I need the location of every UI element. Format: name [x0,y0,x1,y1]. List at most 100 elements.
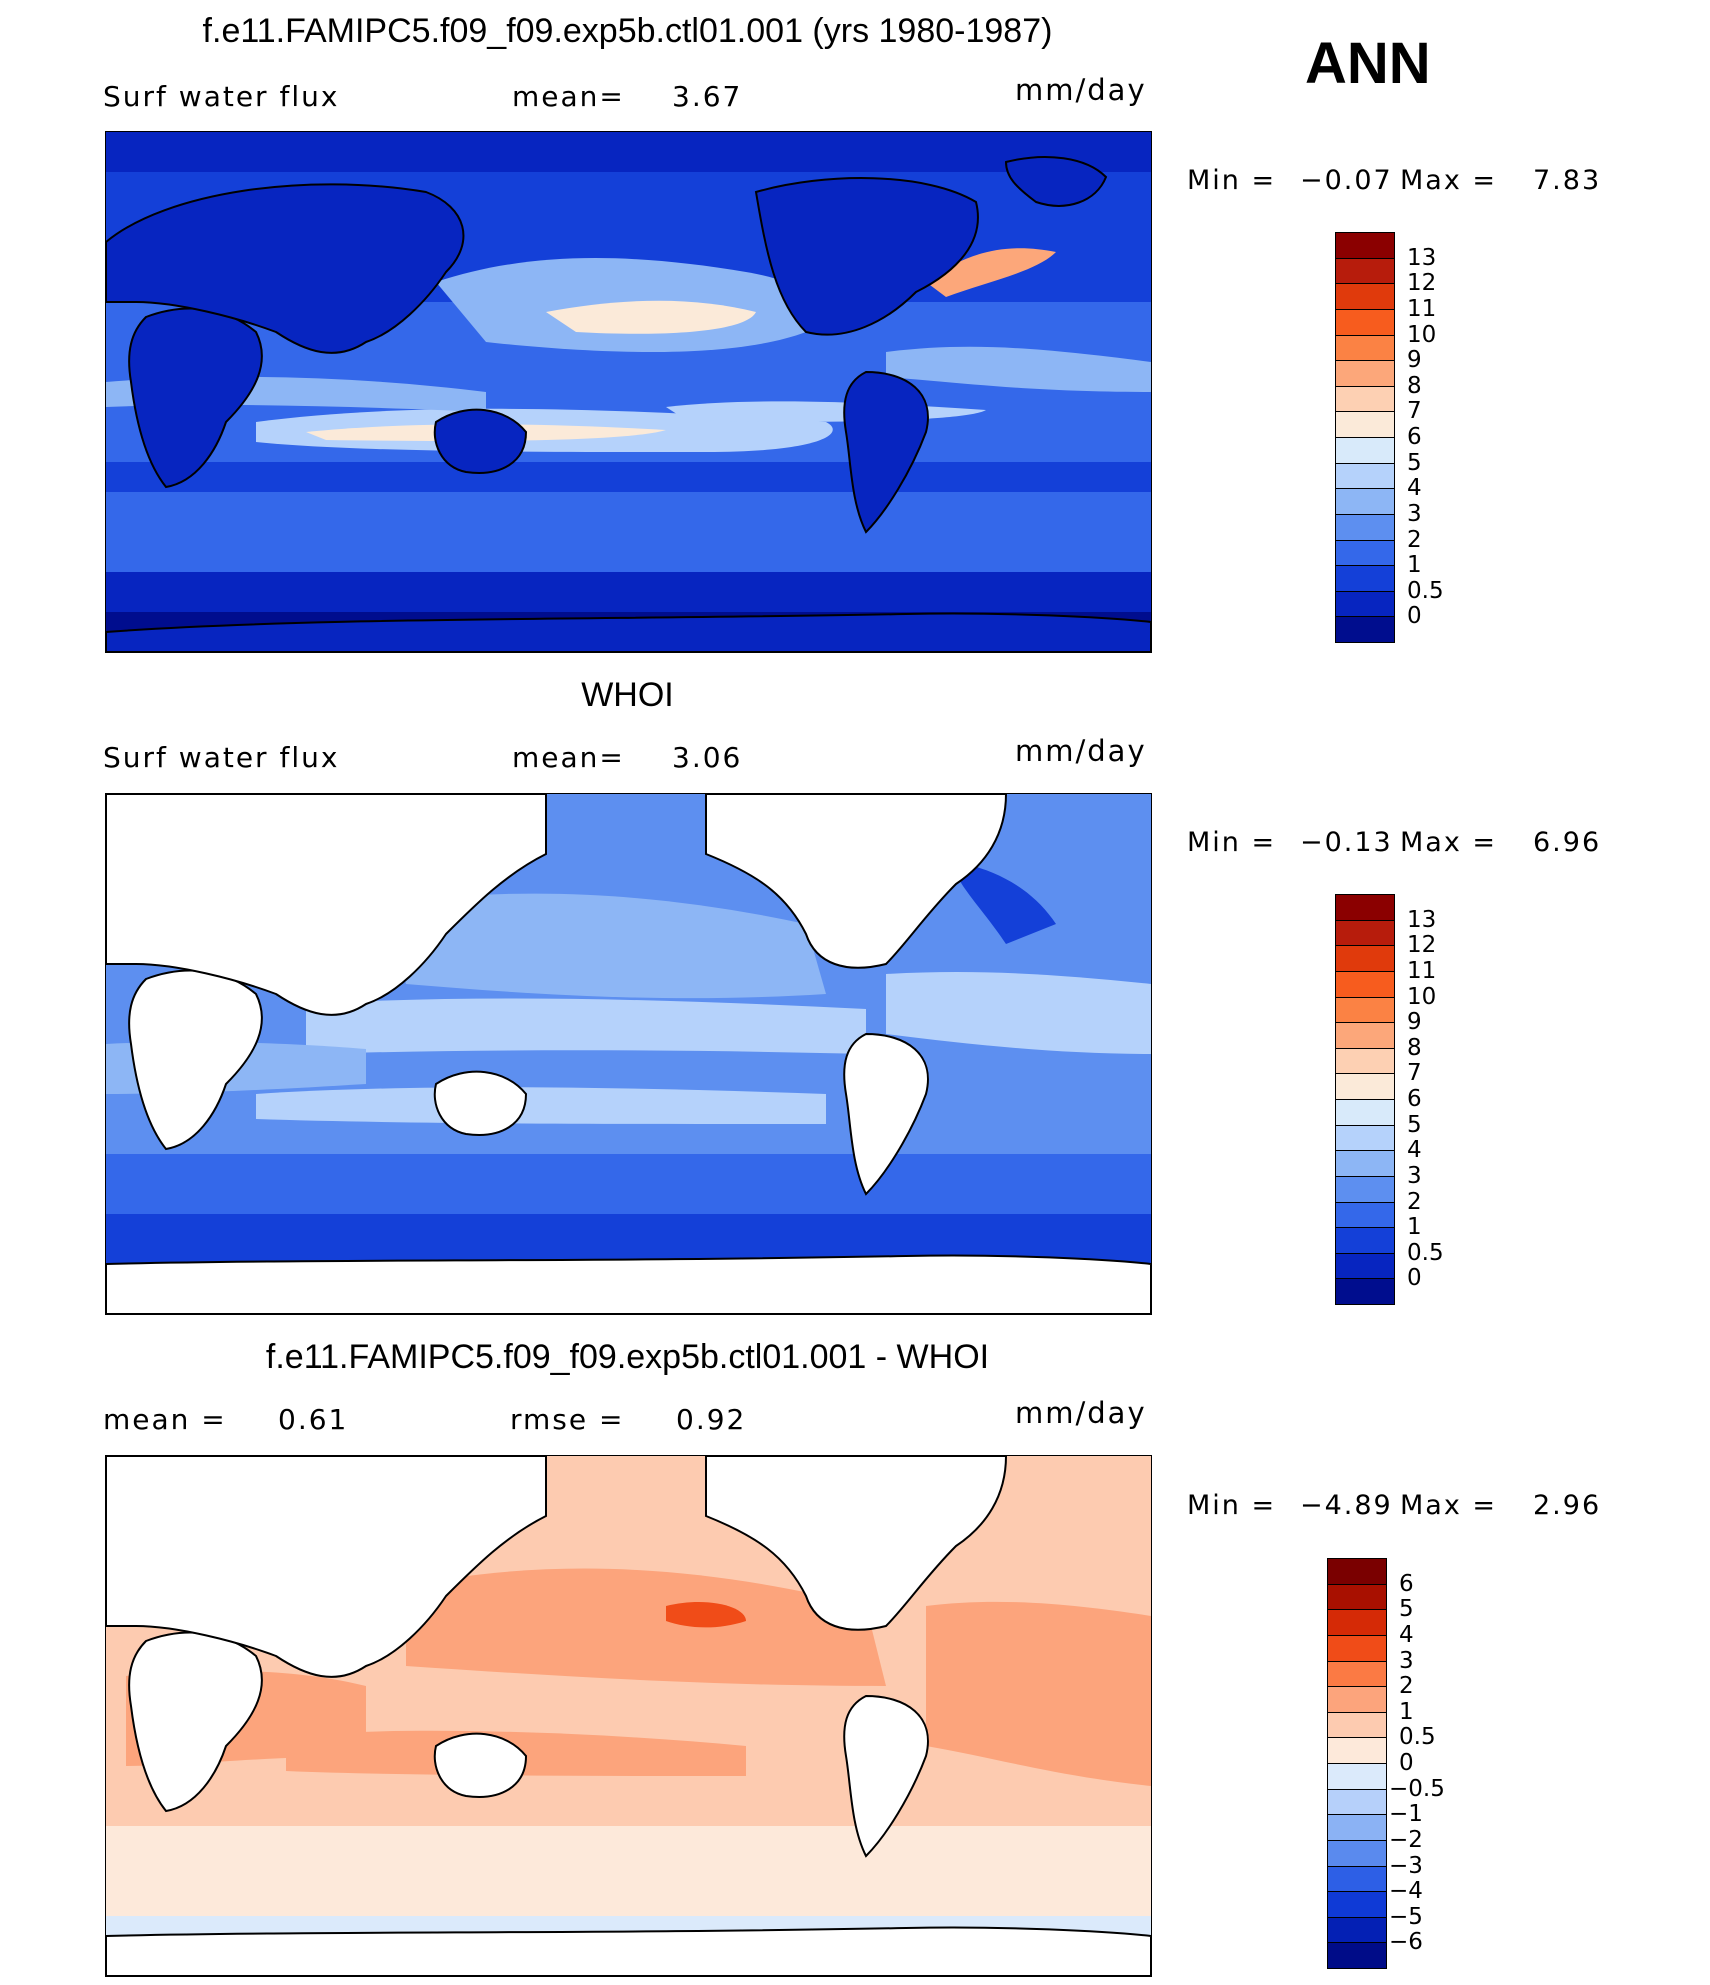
coastline-antarctica [106,1254,1151,1314]
colorbar-tick-label: 10 [1407,983,1437,1010]
colorbar-swatch [1335,232,1395,259]
colorbar-tick-label: 0.5 [1407,1239,1444,1266]
panel-1-mean-value: 3.67 [672,80,743,113]
panel-2-variable-label: Surf water flux [103,741,340,774]
colorbar-tick-label: −2 [1389,1826,1423,1853]
field-band [926,248,1056,297]
colorbar-swatch [1335,945,1395,972]
panel-2-min-value: −0.13 [1300,827,1393,858]
colorbar-tick-label: 13 [1407,906,1437,933]
colorbar-swatch [1335,919,1395,947]
colorbar-tick-label: 9 [1407,347,1422,374]
colorbar-tick-label: 11 [1407,957,1437,984]
colorbar-swatch [1335,360,1395,387]
colorbar-swatch [1335,308,1395,336]
colorbar-tick-label: 3 [1399,1647,1414,1674]
panel-1-mean-label: mean= [512,80,625,113]
season-label: ANN [1305,31,1431,96]
colorbar-tick-label: 0 [1399,1750,1414,1776]
field-band [546,300,756,334]
field-band [886,972,1151,1054]
panel-3-min-label: Min = [1187,1490,1277,1521]
colorbar-tick-label: 1 [1399,1698,1414,1725]
colorbar-swatch [1327,1865,1387,1893]
colorbar-tick-label: 4 [1407,1137,1422,1164]
panel-2-max-label: Max = [1400,827,1498,858]
colorbar-tick-label: 1 [1407,1214,1422,1241]
field-band [256,1087,826,1124]
panel-1-title: f.e11.FAMIPC5.f09_f09.exp5b.ctl01.001 (y… [202,12,1053,50]
colorbar-swatch [1335,894,1395,921]
colorbar-swatch [1335,513,1395,541]
colorbar-tick-label: −3 [1389,1852,1423,1879]
field-band [106,492,1151,572]
panel-3-mean-value: 0.61 [278,1403,349,1436]
colorbar-swatch [1335,1073,1395,1100]
field-band [386,893,826,999]
colorbar-swatch [1327,1942,1387,1969]
colorbar-swatch [1327,1583,1387,1611]
coastline-south-america [843,370,929,534]
colorbar-swatch [1327,1558,1387,1585]
coastline-eurasia [106,1456,547,1678]
colorbar-tick-label: 1 [1407,552,1422,579]
panel-2-max-value: 6.96 [1533,827,1602,858]
colorbar-swatch [1327,1891,1387,1918]
panel-3-units: mm/day [1015,1396,1147,1430]
colorbar-swatch [1335,1047,1395,1075]
colorbar-swatch [1335,283,1395,310]
colorbar-tick-label: 0.5 [1399,1724,1436,1751]
colorbar-tick-label: 0 [1407,1265,1422,1292]
coastline-australia [433,1732,528,1798]
colorbar-swatch [1335,996,1395,1024]
coastline-antarctica [106,612,1151,652]
colorbar-tick-label: 5 [1407,1111,1422,1138]
colorbar-tick-label: 7 [1407,1060,1422,1087]
coastline-north-america [705,794,1008,969]
colorbar-swatch [1335,590,1395,618]
colorbar-swatch [1327,1711,1387,1739]
colorbar-swatch [1335,1150,1395,1177]
panel-3-colorbar: 6 5 4 3 2 1 0.5 0 −0.5 −1 −2 −3 −4 −5 −6 [1327,1558,1445,1969]
colorbar-swatch [1335,257,1395,285]
colorbar-swatch [1327,1634,1387,1662]
coastline-north-america [705,1456,1008,1631]
colorbar-tick-label: −4 [1389,1878,1423,1905]
colorbar-tick-label: 0.5 [1407,577,1444,604]
panel-1-min-label: Min = [1187,165,1277,196]
colorbar-tick-label: 12 [1407,932,1437,959]
coastline-australia [433,1070,528,1136]
panel-2-mean-label: mean= [512,741,625,774]
colorbar-tick-label: 8 [1407,1034,1422,1061]
colorbar-tick-label: −5 [1389,1903,1423,1930]
field-band [106,572,1151,612]
colorbar-tick-label: 5 [1399,1596,1414,1623]
colorbar-swatch [1335,1201,1395,1229]
colorbar-tick-label: 2 [1407,526,1422,553]
coastline-antarctica [106,1926,1151,1976]
colorbar-tick-label: 3 [1407,500,1422,527]
colorbar-swatch [1327,1763,1387,1790]
colorbar-swatch [1335,1022,1395,1049]
panel-2-units: mm/day [1015,734,1147,768]
panel-2-field [106,794,1151,1314]
colorbar-swatch [1335,385,1395,413]
panel-3-min-value: −4.89 [1300,1490,1393,1521]
colorbar-tick-label: 12 [1407,270,1437,297]
colorbar-swatch [1335,565,1395,592]
colorbar-tick-label: 3 [1407,1162,1422,1189]
colorbar-swatch [1327,1916,1387,1944]
coastline-eurasia [106,183,465,354]
field-band [406,1568,886,1686]
colorbar-tick-label: 7 [1407,398,1422,425]
colorbar-swatch [1335,616,1395,643]
panel-2-min-label: Min = [1187,827,1277,858]
colorbar-swatch [1335,1252,1395,1280]
field-band [956,864,1056,944]
colorbar-tick-label: −0.5 [1389,1775,1445,1802]
colorbar-tick-label: 4 [1399,1621,1414,1648]
colorbar-swatch [1335,1099,1395,1126]
colorbar-tick-label: 6 [1407,424,1422,450]
colorbar-swatch [1335,437,1395,464]
panel-3-title: f.e11.FAMIPC5.f09_f09.exp5b.ctl01.001 - … [265,1338,990,1376]
